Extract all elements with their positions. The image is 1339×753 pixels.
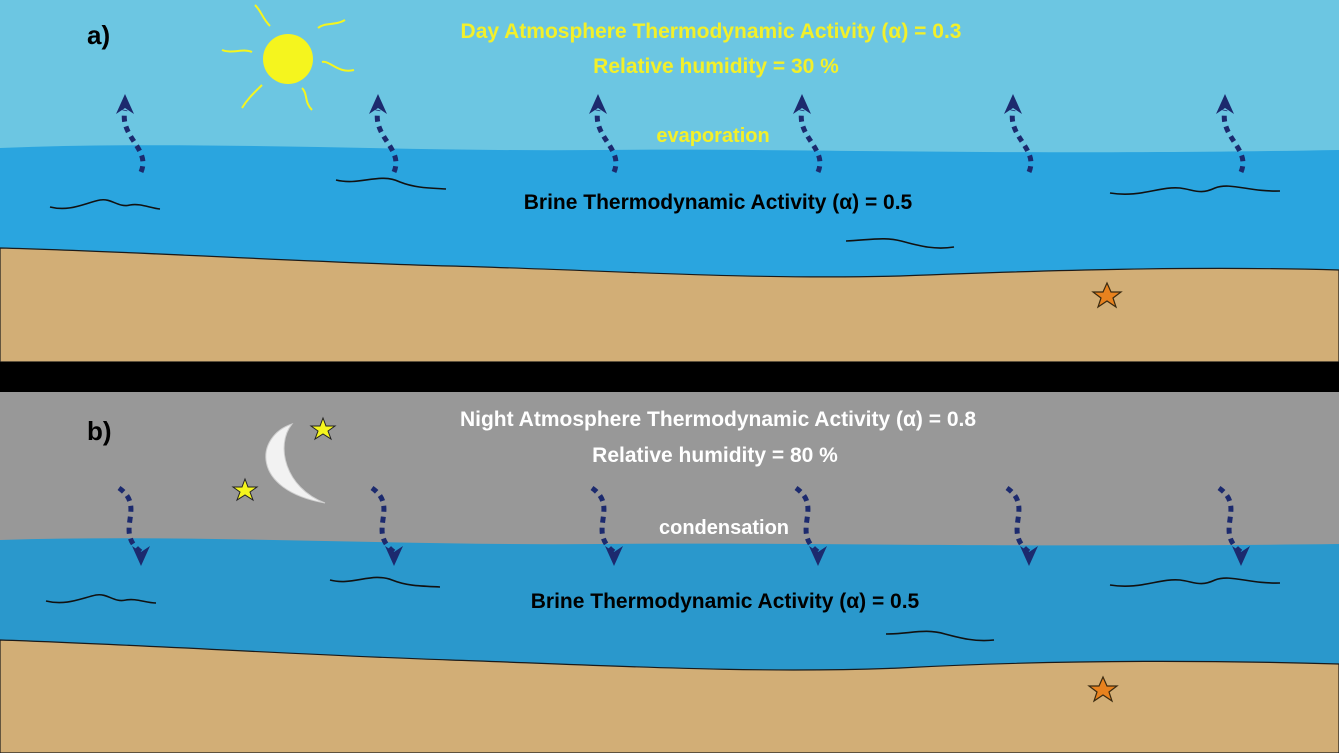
wave — [49, 198, 161, 210]
evaporation-arrows — [116, 94, 1246, 173]
evaporation-label: evaporation — [656, 125, 770, 147]
wave — [885, 630, 995, 642]
star-icon — [231, 477, 259, 502]
condensation-arrow — [117, 485, 150, 566]
condensation-arrows — [117, 485, 1250, 566]
night-humidity: Relative humidity = 80 % — [592, 444, 838, 467]
starfish-icon — [1087, 675, 1119, 703]
wave — [329, 576, 441, 588]
night-water — [0, 538, 1339, 670]
star-icon — [309, 416, 337, 441]
day-brine-label: Brine Thermodynamic Activity (α) = 0.5 — [523, 191, 913, 214]
evaporation-arrow — [369, 94, 399, 173]
condensation-label: condensation — [658, 517, 790, 539]
panel-b-label: b) — [87, 416, 112, 446]
day-sand — [0, 247, 1339, 363]
night-sand — [0, 639, 1339, 753]
moon-icon — [265, 423, 326, 504]
condensation-arrow — [794, 485, 827, 566]
starfish-icon — [1091, 281, 1123, 309]
condensation-arrow — [1005, 485, 1038, 566]
night-waves — [45, 576, 1281, 642]
evaporation-arrow — [793, 94, 823, 173]
wave — [335, 177, 447, 190]
condensation-arrow — [370, 485, 403, 566]
wave — [45, 593, 157, 604]
evaporation-arrow — [116, 94, 146, 173]
panel-b-background — [0, 392, 1339, 753]
evaporation-arrow — [1216, 94, 1246, 173]
day-humidity: Relative humidity = 30 % — [593, 55, 839, 78]
panel-a-label: a) — [87, 20, 111, 50]
night-atmosphere-title: Night Atmosphere Thermodynamic Activity … — [459, 408, 977, 431]
sun-icon — [221, 4, 355, 111]
evaporation-arrow — [1004, 94, 1034, 173]
wave — [1109, 577, 1281, 587]
day-water — [0, 145, 1339, 280]
wave — [845, 237, 955, 249]
wave — [1109, 185, 1281, 195]
day-waves — [49, 177, 1281, 249]
condensation-arrow — [1217, 485, 1250, 566]
night-brine-label: Brine Thermodynamic Activity (α) = 0.5 — [530, 590, 920, 613]
condensation-arrow — [590, 485, 623, 566]
evaporation-arrow — [589, 94, 619, 173]
panel-divider — [0, 362, 1339, 392]
day-atmosphere-title: Day Atmosphere Thermodynamic Activity (α… — [460, 20, 962, 43]
panel-a-background — [0, 0, 1339, 363]
